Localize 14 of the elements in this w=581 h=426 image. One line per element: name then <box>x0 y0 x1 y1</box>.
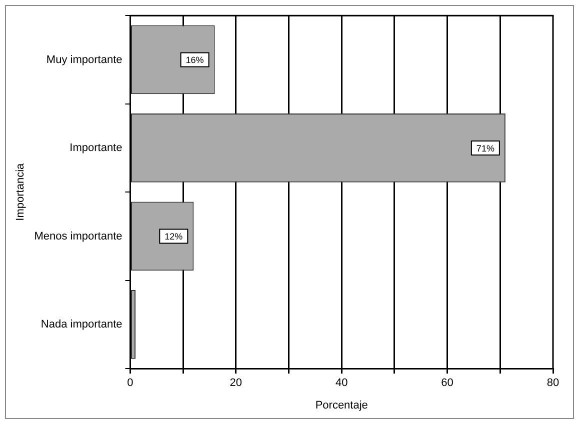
x-tick-label: 20 <box>230 377 242 390</box>
data-label: 12% <box>164 232 183 242</box>
x-tick-label: 0 <box>127 377 134 390</box>
y-axis-title: Importancia <box>14 162 27 221</box>
y-tick-label: Menos importante <box>34 230 122 242</box>
x-tick-label: 40 <box>335 377 348 390</box>
y-tick-label: Muy importante <box>46 54 122 66</box>
x-tick-label: 60 <box>441 377 454 390</box>
y-tick-label: Importante <box>70 142 122 154</box>
data-label: 16% <box>186 55 204 66</box>
x-tick-label: 80 <box>546 377 560 390</box>
y-tick-label: Nada importante <box>40 318 122 331</box>
data-label: 71% <box>476 143 494 154</box>
x-axis-title: Porcentaje <box>315 399 368 412</box>
